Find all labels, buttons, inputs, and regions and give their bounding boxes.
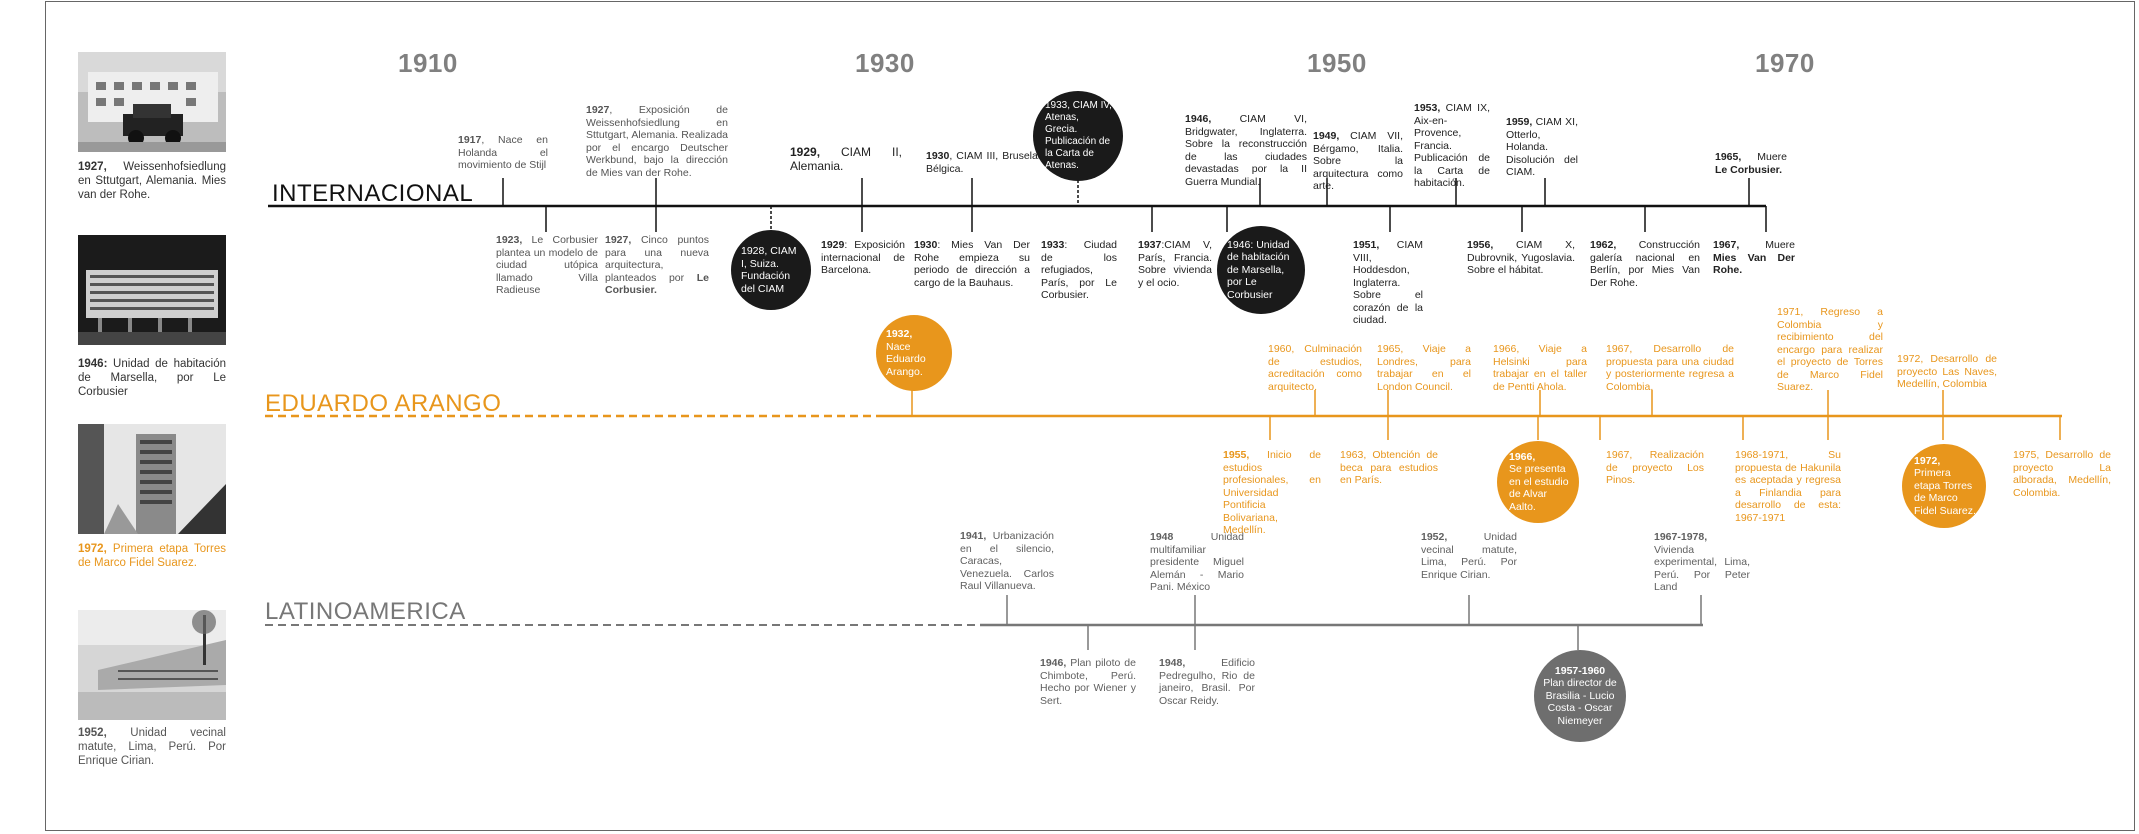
event-1929-ciam-ii: 1929, CIAM II, Alemania. xyxy=(790,145,902,173)
decade-1910: 1910 xyxy=(398,48,458,78)
circle-1972-torres: 1972, Primera etapa Torres de Marco Fide… xyxy=(1902,444,1986,528)
photo-marsella xyxy=(78,235,226,345)
event-1927-weissenhof: 1927, Exposición de Weissenhofsiedlung e… xyxy=(586,104,728,179)
caption-weissenhof: 1927, Weissenhofsiedlung en Sttutgart, A… xyxy=(78,161,226,201)
decade-1970: 1970 xyxy=(1755,48,1815,78)
arango-1963: 1963, Obtención de beca para estudios en… xyxy=(1340,449,1438,486)
latam-1948-alemán: 1948 Unidad multifamiliar presidente Mig… xyxy=(1150,531,1244,593)
event-1953-ciam-ix: 1953, CIAM IX, Aix-en-Provence, Francia.… xyxy=(1414,102,1490,189)
photo-weissenhof xyxy=(78,52,226,152)
event-1927-cinco-puntos: 1927, Cinco puntos para una nueva arquit… xyxy=(605,234,709,296)
section-arango: EDUARDO ARANGO xyxy=(265,390,502,417)
arango-1960: 1960, Culminación de estudios, acreditac… xyxy=(1268,343,1362,393)
latam-1948-pedregulho: 1948, Edificio Pedregulho, Rio de janeir… xyxy=(1159,657,1255,707)
event-1917: 1917, Nace en Holanda el movimiento de S… xyxy=(458,134,548,171)
caption-torres: 1972, Primera etapa Torres de Marco Fide… xyxy=(78,543,226,569)
caption-matute: 1952, Unidad vecinal matute, Lima, Perú.… xyxy=(78,727,226,767)
event-1923-villa-radieuse: 1923, Le Corbusier plantea un modelo de … xyxy=(496,234,598,296)
event-1946-ciam-vi: 1946, CIAM VI, Bridgwater, Inglaterra. S… xyxy=(1185,113,1307,188)
circle-1966-aalto: 1966, Se presenta en el estudio de Alvar… xyxy=(1497,441,1579,523)
arango-1967-propuesta: 1967, Desarrollo de propuesta para una c… xyxy=(1606,343,1734,393)
event-1951-ciam-viii: 1951, CIAM VIII, Hoddesdon, Inglaterra. … xyxy=(1353,239,1423,326)
event-1967-mies: 1967, Muere Mies Van Der Rohe. xyxy=(1713,239,1795,276)
arango-1965: 1965, Viaje a Londres, para trabajar en … xyxy=(1377,343,1471,393)
arango-1975: 1975, Desarrollo de proyecto La alborada… xyxy=(2013,449,2111,499)
circle-1928-ciam-i: 1928, CIAM I, Suiza. Fundación del CIAM xyxy=(731,230,811,310)
section-latinoamerica: LATINOAMERICA xyxy=(265,598,466,625)
latam-1952: 1952, Unidad vecinal matute, Lima, Perú.… xyxy=(1421,531,1517,581)
photo-matute xyxy=(78,610,226,720)
circle-1946-marsella: 1946: Unidad de habitación de Marsella, … xyxy=(1217,226,1305,314)
arango-1971: 1971, Regreso a Colombia y recibimiento … xyxy=(1777,306,1883,393)
arango-1968-1971: 1968-1971, Su propuesta de Hakunila es a… xyxy=(1735,449,1841,524)
caption-marsella: 1946: Unidad de habitación de Marsella, … xyxy=(78,358,226,398)
event-1949-ciam-vii: 1949, CIAM VII, Bérgamo, Italia. Sobre l… xyxy=(1313,130,1403,192)
circle-1933-ciam-iv: 1933, CIAM IV, Atenas, Grecia. Publicaci… xyxy=(1033,91,1123,181)
event-1930-ciam-iii: 1930, CIAM III, Bruselas, Bélgica. xyxy=(926,150,1046,175)
internacional-ticks xyxy=(502,160,1767,232)
event-1937-ciam-v: 1937:CIAM V, París, Francia. Sobre vivie… xyxy=(1138,239,1212,289)
event-1930-bauhaus: 1930: Mies Van Der Rohe empieza su perio… xyxy=(914,239,1030,289)
event-1962-galeria-berlin: 1962, Construcción galería nacional en B… xyxy=(1590,239,1700,289)
timeline-frame xyxy=(45,1,2135,831)
photo-torres xyxy=(78,424,226,534)
latam-1941: 1941, Urbanización en el silencio, Carac… xyxy=(960,530,1054,592)
circle-1957-brasilia: 1957-1960 Plan director de Brasilia - Luc… xyxy=(1534,650,1626,742)
event-1956-ciam-x: 1956, CIAM X, Dubrovnik, Yugoslavia. Sob… xyxy=(1467,239,1575,276)
arango-ticks xyxy=(911,390,2061,440)
circle-1932-nace: 1932, Nace Eduardo Arango. xyxy=(876,315,952,391)
arango-1955: 1955, Inicio de estudios profesionales, … xyxy=(1223,449,1321,536)
event-1959-ciam-xi: 1959, CIAM XI, Otterlo, Holanda. Disoluc… xyxy=(1506,116,1578,178)
decade-1950: 1950 xyxy=(1307,48,1367,78)
event-1933-refugiados: 1933: Ciudad de los refugiados, París, p… xyxy=(1041,239,1117,301)
event-1929-barcelona: 1929: Exposición internacional de Barcel… xyxy=(821,239,905,276)
arango-1966-helsinki: 1966, Viaje a Helsinki para trabajar en … xyxy=(1493,343,1587,393)
decade-1930: 1930 xyxy=(855,48,915,78)
arango-1967-pinos: 1967, Realización de proyecto Los Pinos. xyxy=(1606,449,1704,486)
section-internacional: INTERNACIONAL xyxy=(272,180,474,207)
latam-ticks xyxy=(1006,595,1702,650)
arango-1972-naves: 1972, Desarrollo de proyecto Las Naves, … xyxy=(1897,353,1997,390)
event-1965-corbusier: 1965, Muere Le Corbusier. xyxy=(1715,151,1787,176)
latam-1946-chimbote: 1946, Plan piloto de Chimbote, Perú. Hec… xyxy=(1040,657,1136,707)
latam-1967-1978: 1967-1978, Vivienda experimental, Lima, … xyxy=(1654,531,1750,593)
